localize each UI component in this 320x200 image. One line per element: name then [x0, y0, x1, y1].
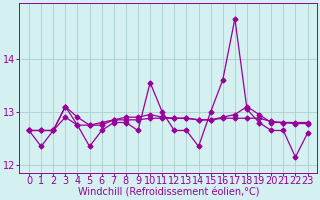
- X-axis label: Windchill (Refroidissement éolien,°C): Windchill (Refroidissement éolien,°C): [77, 187, 259, 197]
